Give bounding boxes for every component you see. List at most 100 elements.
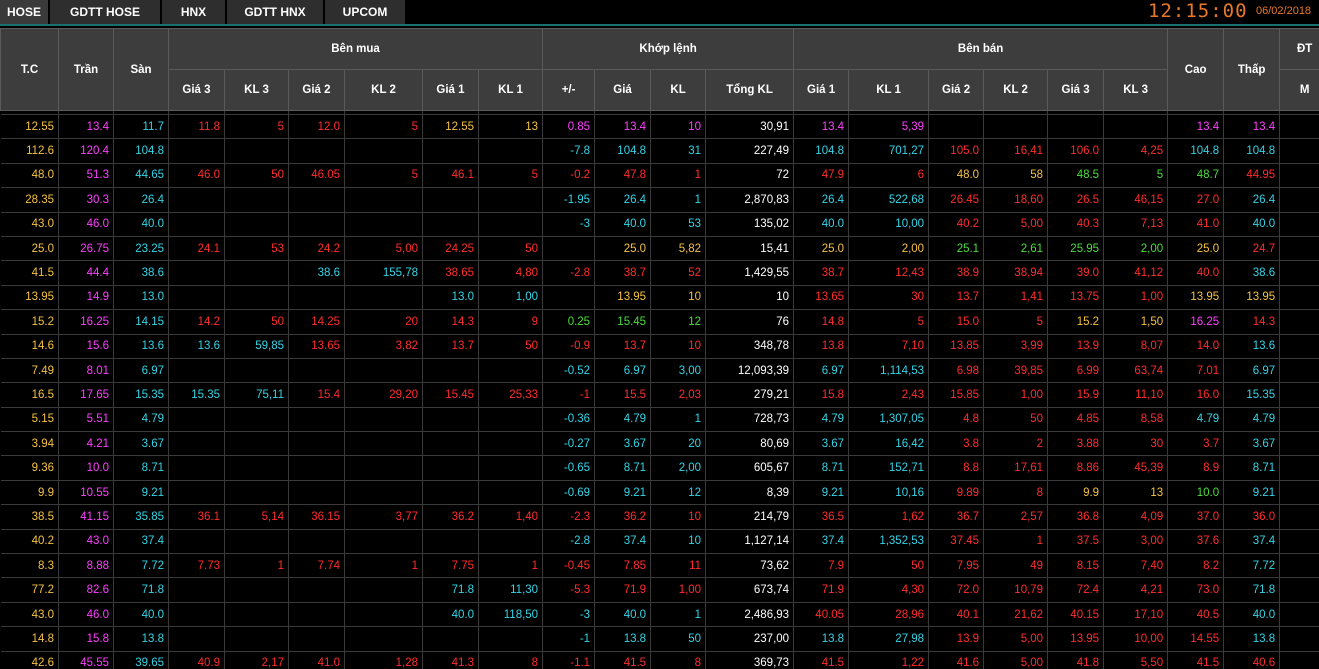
tab-gdtt-hose[interactable]: GDTT HOSE [50, 0, 160, 24]
table-row[interactable]: 5.15 5.51 4.79 -0.36 4.79 1 728,73 4.79 1,307,05… [0, 407, 1319, 433]
cell-match-vol: 3,00 [650, 358, 707, 384]
col-header-sell-price1[interactable]: Giá 1 [793, 69, 850, 111]
table-row[interactable]: 112.6 120.4 104.8 -7.8 104.8 31 227,49 104.8 701… [0, 138, 1319, 164]
col-header-total-vol[interactable]: Tổng KL [705, 69, 795, 111]
cell-high: 10.0 [1167, 480, 1225, 506]
cell-sell-vol3: 4,21 [1103, 577, 1169, 603]
tab-upcom[interactable]: UPCOM [325, 0, 405, 24]
table-row[interactable]: 16.5 17.65 15.35 15.35 75,11 15.4 29,20 15.45 25… [0, 382, 1319, 408]
cell-sell-vol2: 5 [983, 309, 1049, 335]
cell-high: 4.79 [1167, 407, 1225, 433]
cell-sell-vol1: 701,27 [848, 138, 930, 164]
table-row[interactable]: 25.0 26.75 23.25 24.1 53 24.2 5,00 24.25 50 25.0 5… [0, 236, 1319, 262]
table-row[interactable]: 3.94 4.21 3.67 -0.27 3.67 20 80,69 3.67 16,42 3.8… [0, 431, 1319, 457]
table-row[interactable]: 77.2 82.6 71.8 71.8 11,30 -5.3 71.9 1,00 673,74 7… [0, 577, 1319, 603]
table-row[interactable]: 13.95 14.9 13.0 13.0 1,00 13.95 10 10 13.65 30 13.… [0, 285, 1319, 311]
cell-low: 6.97 [1223, 358, 1281, 384]
cell-buy-price3 [168, 431, 225, 457]
cell-sell-vol2: 8 [983, 480, 1049, 506]
cell-sell-vol3: 45,39 [1103, 455, 1169, 481]
col-header-buy-vol3[interactable]: KL 3 [224, 69, 289, 111]
cell-ref: 9.36 [0, 455, 59, 481]
cell-sell-vol3: 1,50 [1103, 309, 1169, 335]
col-header-buy-vol1[interactable]: KL 1 [477, 69, 544, 111]
cell-sell-price3: 13.95 [1047, 626, 1105, 652]
col-header-buy-price2[interactable]: Giá 2 [288, 69, 345, 111]
cell-buy-price2 [288, 602, 345, 628]
tab-hose[interactable]: HOSE [0, 0, 48, 24]
cell-change: -0.2 [542, 163, 596, 189]
col-header-ceiling[interactable]: Trần [58, 28, 114, 111]
cell-buy-price3 [168, 480, 225, 506]
table-row[interactable]: 28.35 30.3 26.4 -1.95 26.4 1 2,870,83 26.4 522,6… [0, 187, 1319, 213]
table-row[interactable]: 43.0 46.0 40.0 -3 40.0 53 135,02 40.0 10,00 40.2 5… [0, 212, 1319, 237]
table-row[interactable]: 14.6 15.6 13.6 13.6 59,85 13.65 3,82 13.7 50 -0.9… [0, 334, 1319, 359]
price-board-table: T.C Trần Sàn Bên mua Khớp lệnh Bên bán C… [0, 28, 1319, 669]
cell-match-vol: 1,00 [650, 577, 707, 603]
table-row[interactable]: 9.9 10.55 9.21 -0.69 9.21 12 8,39 9.21 10,16 9.89… [0, 480, 1319, 506]
table-row[interactable]: 43.0 46.0 40.0 40.0 118,50 -3 40.0 1 2,486,93 40.… [0, 602, 1319, 628]
cell-buy-price2 [288, 138, 345, 164]
col-header-match-vol[interactable]: KL [650, 69, 707, 111]
table-row[interactable]: 38.5 41.15 35.85 36.1 5,14 36.15 3,77 36.2 1,40-… [0, 504, 1319, 530]
cell-match-price: 3.67 [594, 431, 652, 457]
col-header-tc[interactable]: T.C [0, 28, 59, 111]
cell-buy-vol1: 1,40 [478, 504, 544, 530]
table-row[interactable]: 42.6 45.55 39.65 40.9 2,17 41.0 1,28 41.3 8 -1.1 4… [0, 651, 1319, 669]
cell-buy-price3 [168, 455, 225, 481]
cell-buy-vol1: 118,50 [478, 602, 544, 628]
table-row[interactable]: 14.8 15.8 13.8 -1 13.8 50 237,00 13.8 27,98 13.9 5… [0, 626, 1319, 652]
col-header-match-price[interactable]: Giá [594, 69, 652, 111]
cell-change: -0.9 [542, 334, 596, 359]
cell-sell-vol1: 2,43 [848, 382, 930, 408]
col-header-dt-m[interactable]: M [1279, 69, 1319, 111]
table-row[interactable]: 7.49 8.01 6.97 -0.52 6.97 3,00 12,093,39 6.97 1,… [0, 358, 1319, 384]
col-header-sell-price3[interactable]: Giá 3 [1047, 69, 1105, 111]
cell-change: -5.3 [542, 577, 596, 603]
cell-sell-vol2: 1,41 [983, 285, 1049, 311]
cell-high: 7.01 [1167, 358, 1225, 384]
col-header-floor[interactable]: Sàn [113, 28, 169, 111]
cell-change: -1 [542, 382, 596, 408]
col-header-low[interactable]: Thấp [1223, 28, 1281, 111]
col-header-buy-vol2[interactable]: KL 2 [344, 69, 423, 111]
tab-hnx[interactable]: HNX [162, 0, 225, 24]
col-header-buy-price3[interactable]: Giá 3 [168, 69, 225, 111]
cell-change: 0.25 [542, 309, 596, 335]
table-row[interactable]: 40.2 43.0 37.4 -2.8 37.4 10 1,127,14 37.4 1,352,… [0, 529, 1319, 555]
table-row[interactable]: 8.3 8.88 7.72 7.73 1 7.74 1 7.75 1 -0.45 7.85 11 73,… [0, 553, 1319, 579]
table-row[interactable]: 48.0 51.3 44.65 46.0 50 46.05 5 46.1 5 -0.2 47.8 1 7… [0, 163, 1319, 189]
col-header-change[interactable]: +/- [542, 69, 596, 111]
col-header-sell-vol2[interactable]: KL 2 [983, 69, 1049, 111]
cell-ceiling: 17.65 [58, 382, 114, 408]
cell-ref: 9.9 [0, 480, 59, 506]
cell-buy-vol3 [224, 358, 289, 384]
cell-total-vol: 15,41 [705, 236, 795, 262]
cell-total-vol: 12,093,39 [705, 358, 795, 384]
cell-sell-vol3: 8,58 [1103, 407, 1169, 433]
cell-floor: 15.35 [113, 382, 169, 408]
col-header-sell-price2[interactable]: Giá 2 [928, 69, 985, 111]
col-header-sell-vol1[interactable]: KL 1 [848, 69, 930, 111]
cell-ref: 8.3 [0, 553, 59, 579]
cell-buy-vol1: 4,80 [478, 260, 544, 286]
cell-sell-vol3 [1103, 114, 1169, 140]
table-row[interactable]: 15.2 16.25 14.15 14.2 50 14.25 20 14.3 9 0.25 15.4… [0, 309, 1319, 335]
cell-high: 41.0 [1167, 212, 1225, 237]
table-row[interactable]: 9.36 10.0 8.71 -0.65 8.71 2,00 605,67 8.71 152,7… [0, 455, 1319, 481]
tab-gdtt-hnx[interactable]: GDTT HNX [227, 0, 323, 24]
table-row[interactable]: 41.5 44.4 38.6 38.6 155,78 38.65 4,80 -2.8 38.7 5… [0, 260, 1319, 286]
col-header-sell-vol3[interactable]: KL 3 [1103, 69, 1169, 111]
cell-dt [1279, 504, 1319, 530]
cell-buy-price3 [168, 407, 225, 433]
col-header-high[interactable]: Cao [1167, 28, 1225, 111]
cell-low: 9.21 [1223, 480, 1281, 506]
cell-high: 8.2 [1167, 553, 1225, 579]
cell-sell-vol1: 6 [848, 163, 930, 189]
cell-buy-price2 [288, 187, 345, 213]
col-header-buy-price1[interactable]: Giá 1 [422, 69, 479, 111]
cell-sell-vol2: 1,00 [983, 382, 1049, 408]
table-row[interactable]: 12.55 13.4 11.7 11.8 5 12.0 5 12.55 13 0.85 13.4 10… [0, 114, 1319, 140]
cell-match-vol: 10 [650, 529, 707, 555]
cell-sell-price2: 8.8 [928, 455, 985, 481]
